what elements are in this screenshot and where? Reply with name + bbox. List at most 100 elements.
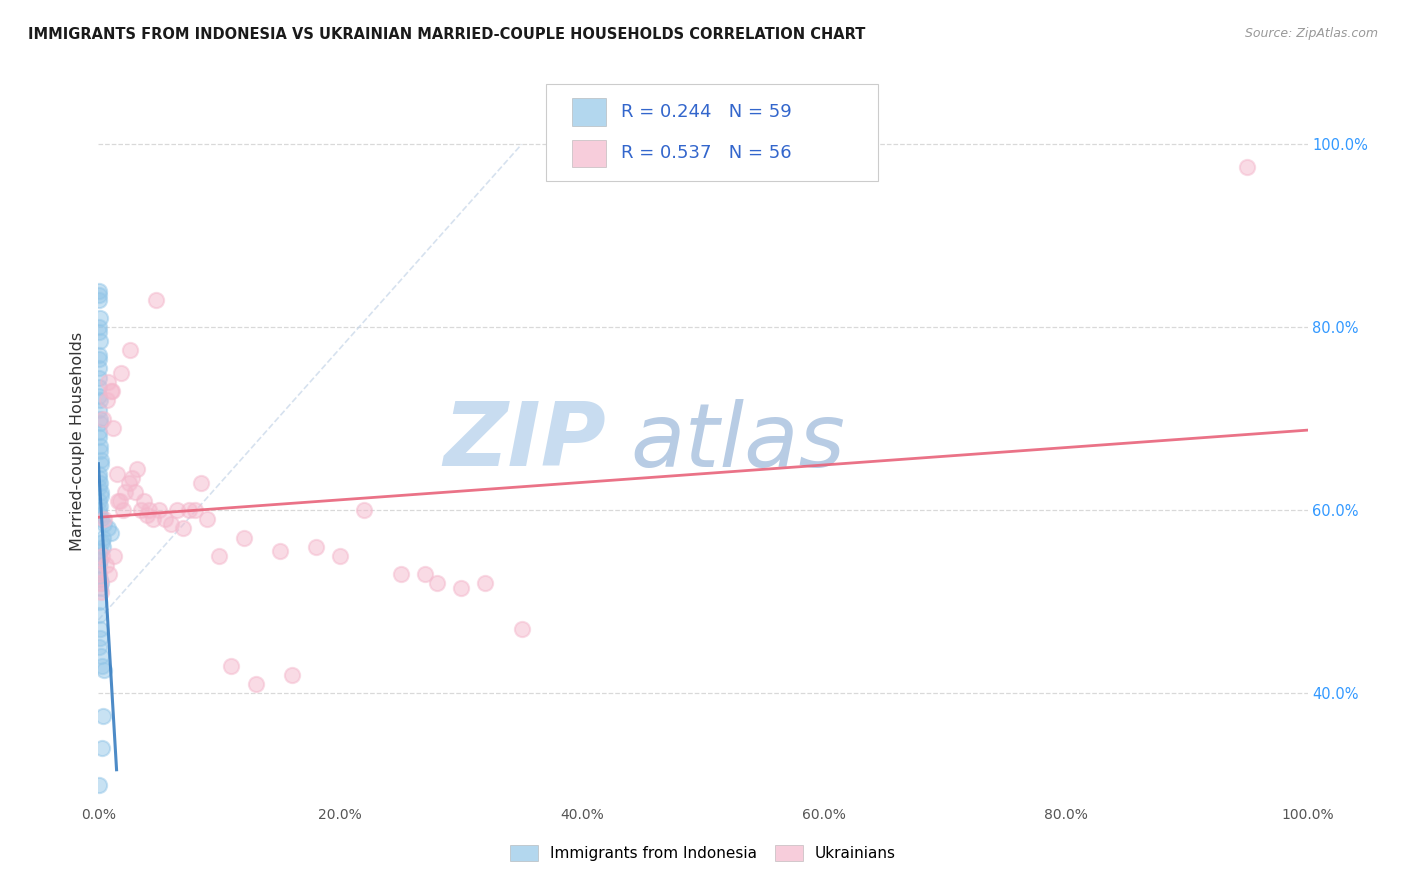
FancyBboxPatch shape [546,84,879,181]
Point [179,503,201,517]
Point [89,475,111,490]
Point [87,370,110,384]
Point [89,334,111,348]
Point [96,393,118,408]
Point [100,384,122,399]
Point [87,320,110,334]
Point [93,663,115,677]
Point [90,585,112,599]
Point [118,475,141,490]
Point [166,503,188,517]
Point [90,512,112,526]
Point [89,553,111,567]
Point [89,508,111,522]
Point [100,384,122,399]
Point [135,508,157,522]
Point [97,375,120,389]
FancyBboxPatch shape [572,98,606,126]
Point [91,540,114,554]
Point [329,549,352,563]
Point [87,558,110,572]
Point [89,325,111,339]
Point [100,526,122,541]
Point [89,411,111,425]
Y-axis label: Married-couple Households: Married-couple Households [70,332,86,551]
Point [91,531,114,545]
Point [91,535,114,549]
Point [353,503,375,517]
Point [103,549,125,563]
Point [89,576,111,591]
Point [138,503,160,517]
Point [208,549,231,563]
Point [87,284,110,298]
Point [91,549,114,563]
Point [232,531,254,545]
Point [91,658,114,673]
Point [87,467,110,481]
Point [1236,160,1258,174]
Point [87,293,110,307]
Point [105,467,128,481]
Point [110,366,132,380]
Point [90,453,112,467]
Point [89,288,111,302]
Point [134,494,156,508]
Point [90,649,112,664]
Point [305,540,328,554]
Point [98,567,121,582]
Point [94,558,117,572]
Point [89,311,111,326]
Point [245,677,267,691]
Point [89,777,111,791]
Point [91,740,114,755]
Point [93,516,115,531]
Text: ZIP: ZIP [443,398,606,485]
Point [89,594,111,608]
Point [89,622,111,636]
Point [87,503,110,517]
Point [87,480,110,494]
Point [87,608,110,623]
Legend: Immigrants from Indonesia, Ukrainians: Immigrants from Indonesia, Ukrainians [503,839,903,867]
Point [89,393,111,408]
Point [89,572,111,586]
Point [426,576,449,591]
Point [89,499,111,513]
Point [89,443,111,458]
Point [413,567,436,582]
Point [124,484,146,499]
Point [90,484,112,499]
Point [190,475,212,490]
Point [89,439,111,453]
Point [221,658,243,673]
Point [118,343,141,357]
Point [127,462,149,476]
Point [89,416,111,430]
Point [89,549,111,563]
Point [87,640,110,655]
Point [89,544,111,558]
Point [93,512,115,526]
Text: R = 0.244   N = 59: R = 0.244 N = 59 [621,103,792,121]
Point [148,503,170,517]
Point [281,667,304,681]
Point [89,567,111,582]
Point [145,293,167,307]
Point [160,516,183,531]
FancyBboxPatch shape [572,139,606,167]
Point [142,512,165,526]
Text: R = 0.537   N = 56: R = 0.537 N = 56 [621,145,792,162]
Text: Source: ZipAtlas.com: Source: ZipAtlas.com [1244,27,1378,40]
Point [97,521,120,535]
Point [90,458,112,472]
Point [89,430,111,444]
Point [89,567,111,582]
Point [90,576,112,591]
Point [89,352,111,367]
Point [108,494,131,508]
Point [89,494,111,508]
Point [510,622,533,636]
Text: IMMIGRANTS FROM INDONESIA VS UKRAINIAN MARRIED-COUPLE HOUSEHOLDS CORRELATION CHA: IMMIGRANTS FROM INDONESIA VS UKRAINIAN M… [28,27,866,42]
Point [114,484,136,499]
